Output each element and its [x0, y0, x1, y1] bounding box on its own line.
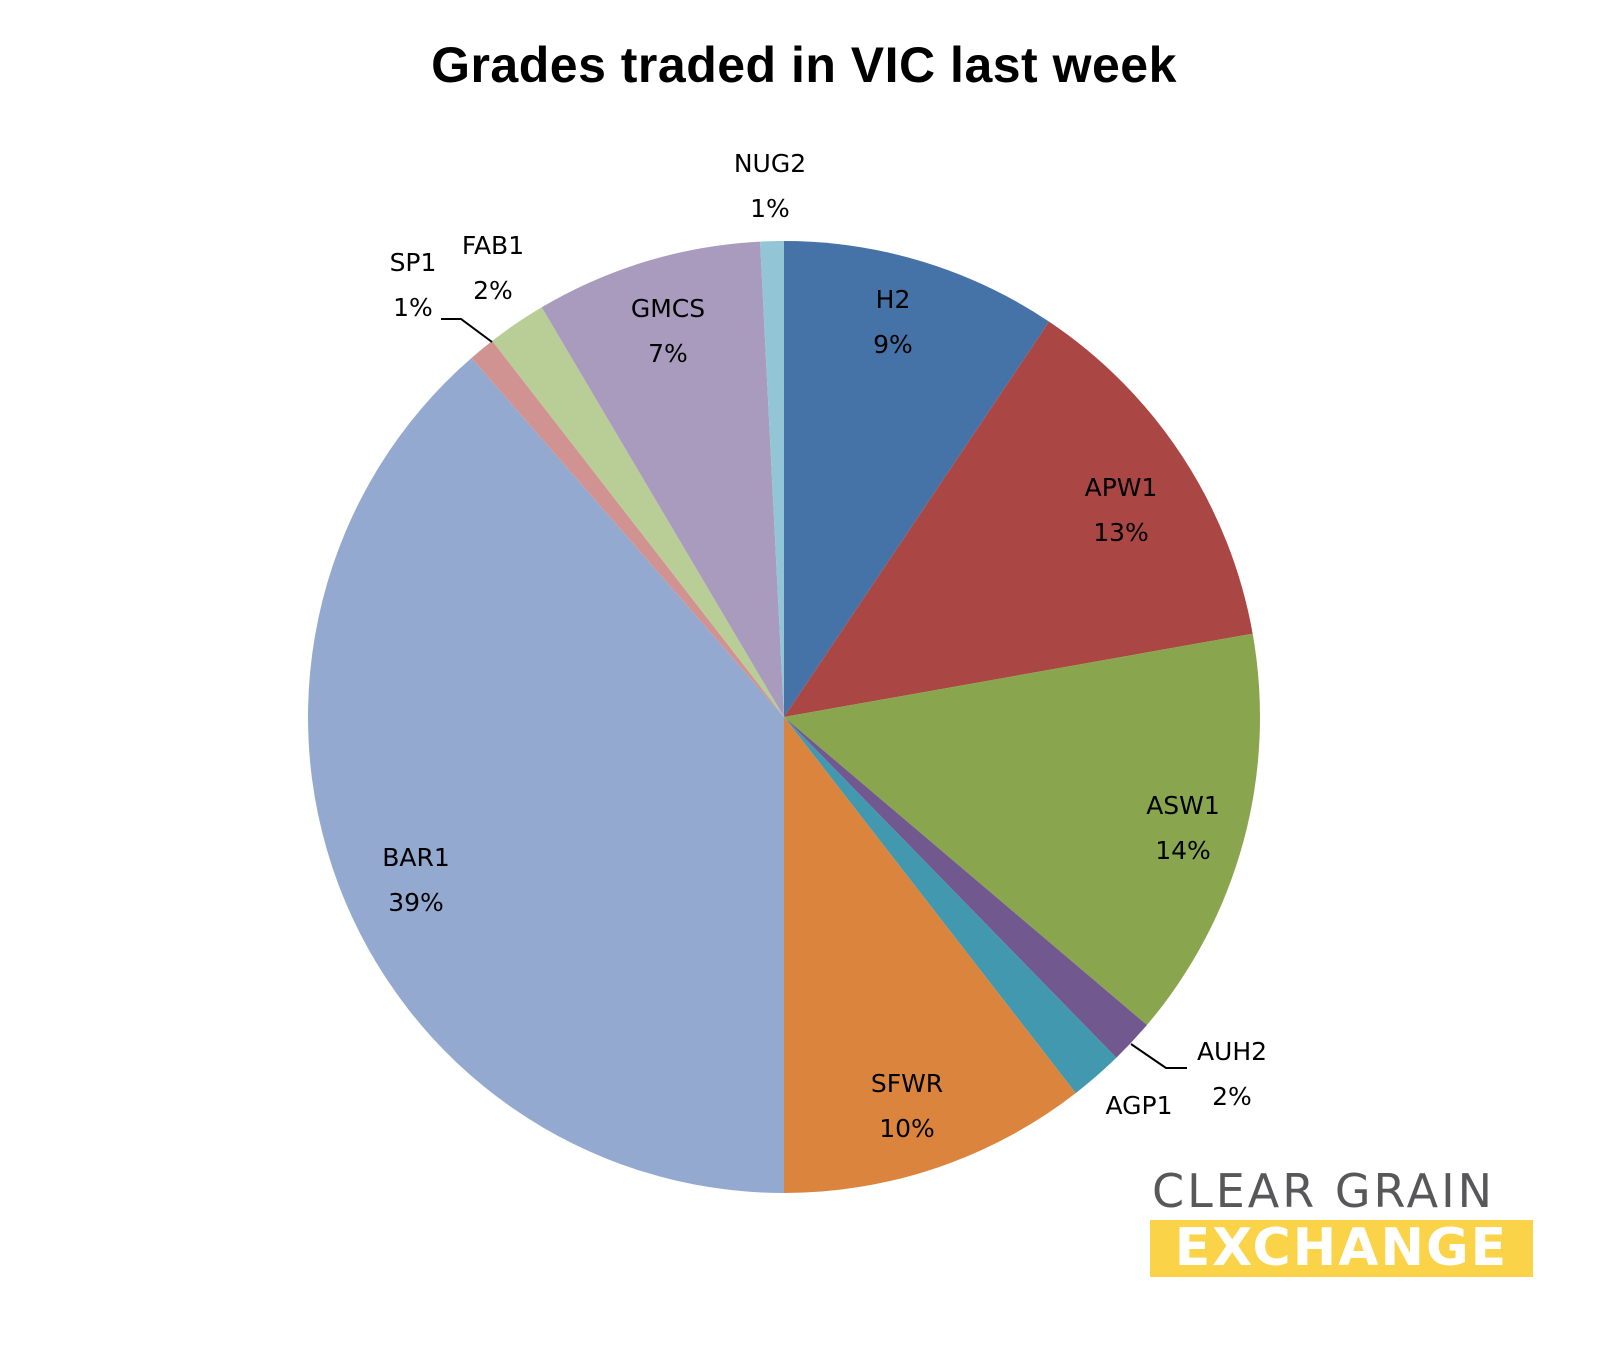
pie-slice-bar1: [307, 357, 784, 1194]
pie-slice-asw1: [784, 633, 1260, 1025]
label-pct-sfwr: 10%: [879, 1114, 935, 1143]
label-pct-fab1: 2%: [473, 276, 513, 305]
label-pct-nug2: 1%: [750, 194, 790, 223]
pie-slice-agp1: [784, 717, 1117, 1094]
label-name-h2: H2: [876, 285, 911, 314]
pie-slice-sp1: [471, 340, 784, 717]
pie-slice-sfwr: [784, 717, 1076, 1193]
leader-lines: [441, 318, 1187, 1069]
pie-slice-apw1: [784, 321, 1253, 717]
pie-slice-nug2: [760, 241, 784, 717]
leader-line-sp1: [441, 318, 493, 343]
logo-line1: CLEAR GRAIN: [1152, 1164, 1496, 1218]
chart-title: Grades traded in VIC last week: [431, 37, 1177, 93]
label-name-gmcs: GMCS: [631, 294, 705, 323]
label-name-sfwr: SFWR: [871, 1069, 943, 1098]
label-pct-gmcs: 7%: [648, 339, 688, 368]
pie-slice-fab1: [492, 307, 784, 717]
pie-slice-h2: [784, 241, 1050, 717]
logo-line2: EXCHANGE: [1150, 1220, 1533, 1277]
pie-slice-gmcs: [541, 241, 784, 718]
label-name-asw1: ASW1: [1146, 791, 1220, 820]
label-pct-bar1: 39%: [388, 888, 444, 917]
label-name-bar1: BAR1: [382, 843, 450, 872]
label-name-fab1: FAB1: [462, 231, 524, 260]
label-pct-h2: 9%: [873, 330, 913, 359]
label-pct-auh2: 2%: [1212, 1082, 1252, 1111]
pie-slices: [307, 241, 1260, 1194]
label-name-sp1: SP1: [390, 248, 437, 277]
label-pct-sp1: 1%: [393, 293, 433, 322]
pie-slice-auh2: [784, 717, 1147, 1058]
label-name-apw1: APW1: [1085, 473, 1158, 502]
label-name-auh2: AUH2: [1197, 1037, 1267, 1066]
label-pct-asw1: 14%: [1155, 836, 1211, 865]
label-name-nug2: NUG2: [734, 149, 806, 178]
data-labels: H2 9% APW1 13% ASW1 14% AUH2 2% AGP1 SFWR 10% BAR1 3…: [382, 149, 1267, 1143]
label-name-agp1: AGP1: [1105, 1091, 1172, 1120]
leader-line-auh2: [1130, 1043, 1187, 1069]
label-pct-apw1: 13%: [1093, 518, 1149, 547]
